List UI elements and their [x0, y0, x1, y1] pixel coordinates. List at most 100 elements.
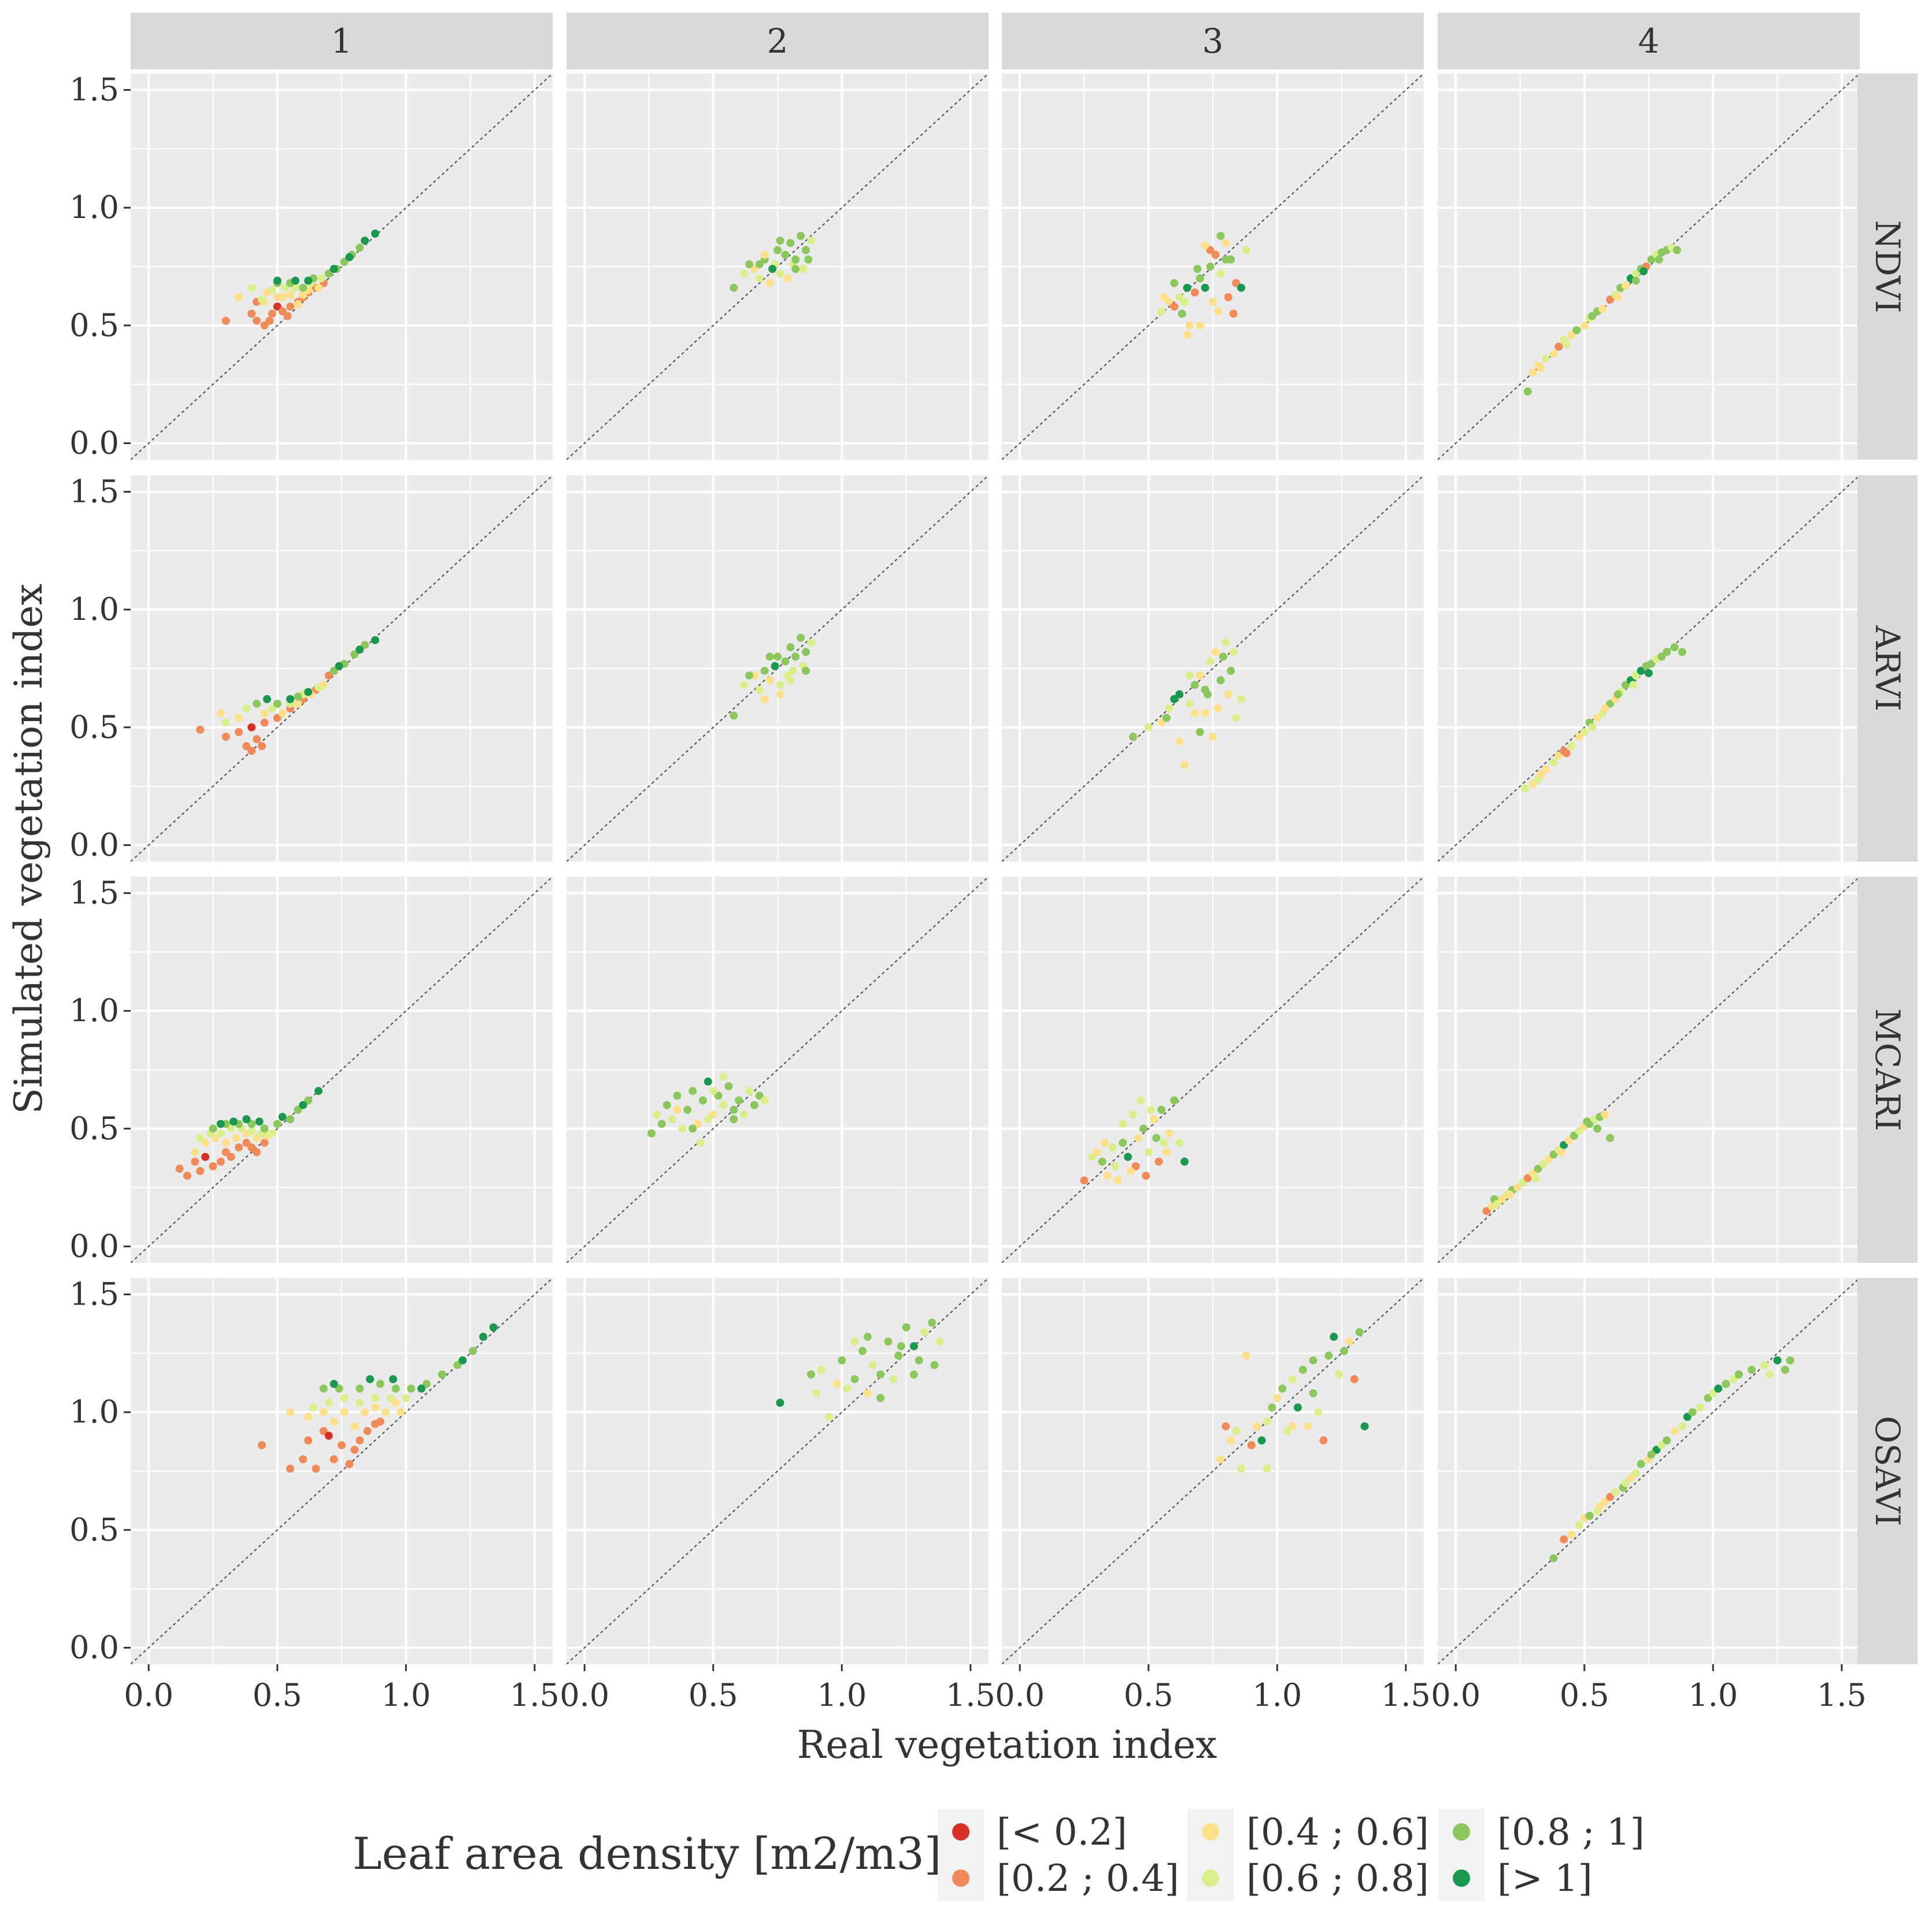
data-point [1560, 1141, 1568, 1150]
y-tick-label: 0.0 [69, 1629, 119, 1665]
data-point [1673, 246, 1681, 254]
data-point [868, 1361, 877, 1369]
data-point [1103, 1172, 1112, 1180]
data-point [740, 681, 749, 689]
data-point [317, 274, 325, 283]
data-point [253, 1148, 261, 1156]
data-point [324, 269, 333, 278]
facet-strips: 1 2 3 4 NDVI ARVI MCARI OSAVI [131, 13, 1918, 1664]
data-point [850, 1337, 859, 1346]
data-point [1647, 255, 1656, 264]
data-point [920, 1328, 928, 1336]
data-point [832, 1380, 841, 1388]
y-tick-label: 1.5 [69, 875, 119, 911]
data-point [694, 1119, 702, 1128]
column-strip [1002, 13, 1424, 69]
data-point [760, 695, 769, 703]
data-point [889, 1375, 898, 1384]
data-point [1201, 685, 1209, 694]
identity-line [1002, 877, 1424, 1263]
data-point [1213, 307, 1222, 316]
data-point [704, 1077, 712, 1086]
row-strip-label: MCARI [1868, 1008, 1907, 1131]
data-point [755, 1091, 764, 1100]
data-point [1309, 1356, 1317, 1365]
panel-osavi-3 [1002, 1278, 1424, 1664]
points-mcari-2 [647, 1073, 769, 1147]
data-point [768, 265, 777, 274]
data-point [781, 250, 790, 259]
legend-label: [0.8 ; 1] [1497, 1811, 1645, 1854]
data-point [1222, 255, 1230, 264]
data-point [291, 276, 299, 285]
data-point [765, 676, 774, 685]
data-point [1201, 241, 1209, 250]
data-point [371, 230, 379, 238]
data-point [304, 276, 313, 285]
data-point [1206, 246, 1215, 254]
panel-mcari-4 [1438, 877, 1860, 1263]
data-point [247, 283, 256, 292]
data-point [876, 1394, 884, 1402]
data-point [211, 1134, 220, 1143]
points-ndvi-4 [1523, 243, 1681, 396]
data-point [361, 237, 369, 245]
data-point [1781, 1365, 1789, 1374]
x-tick-label: 1.5 [1381, 1677, 1431, 1713]
data-point [227, 1124, 235, 1133]
data-point [1183, 283, 1191, 292]
identity-line [131, 1278, 553, 1664]
data-point [286, 1408, 294, 1417]
data-point [1562, 340, 1571, 349]
row-strip-label: OSAVI [1868, 1416, 1907, 1526]
legend-label: [< 0.2] [997, 1811, 1127, 1854]
identity-line [131, 877, 553, 1263]
data-point [260, 718, 269, 727]
data-point [776, 269, 784, 278]
data-point [175, 1165, 184, 1173]
data-point [1147, 1106, 1156, 1114]
data-point [1170, 279, 1179, 287]
data-point [278, 293, 287, 301]
data-point [730, 1106, 738, 1114]
points-osavi-2 [776, 1318, 944, 1421]
data-point [1180, 1157, 1189, 1166]
data-point [1227, 667, 1235, 675]
legend-key [1453, 1823, 1470, 1841]
data-point [863, 1389, 872, 1398]
data-point [1185, 700, 1194, 708]
data-point [1611, 1488, 1620, 1497]
data-point [235, 1143, 243, 1152]
data-point [1209, 298, 1217, 306]
data-point [1678, 648, 1686, 656]
data-point [247, 747, 256, 755]
column-strip [1438, 13, 1860, 69]
data-point [191, 1157, 199, 1166]
data-point [1190, 288, 1199, 297]
data-point [1175, 737, 1184, 746]
data-point [247, 1143, 256, 1152]
data-point [340, 1408, 349, 1417]
identity-line [131, 73, 553, 460]
row-strip [1857, 877, 1918, 1263]
data-point [278, 307, 287, 316]
data-point [366, 1375, 374, 1384]
column-strip-label: 1 [331, 21, 353, 61]
data-point [201, 1152, 210, 1161]
data-point [1575, 733, 1583, 741]
data-point [1222, 239, 1230, 247]
legend-item: [0.4 ; 0.6] [1187, 1809, 1429, 1855]
legend-label: [0.6 ; 0.8] [1246, 1857, 1429, 1900]
data-point [850, 1375, 859, 1384]
data-point [1124, 1152, 1132, 1161]
data-point [221, 1148, 230, 1156]
legend-label: [0.4 ; 0.6] [1246, 1811, 1429, 1854]
data-point [330, 1380, 338, 1388]
data-point [286, 695, 294, 703]
data-point [314, 283, 323, 292]
data-point [1645, 669, 1653, 678]
y-tick-label: 0.0 [69, 1228, 119, 1264]
data-point [1101, 1139, 1109, 1147]
data-point [696, 1139, 705, 1147]
data-point [221, 316, 230, 325]
